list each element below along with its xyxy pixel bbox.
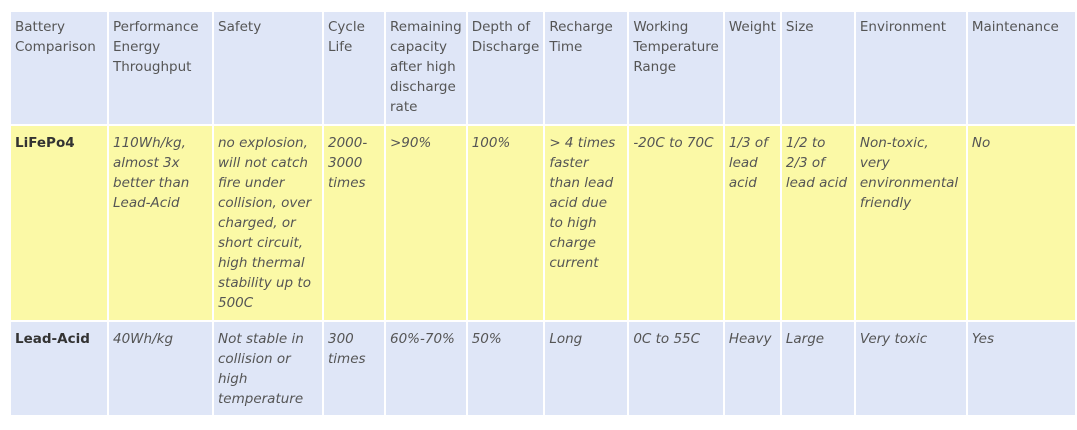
header-cell-weight: Weight [724,12,780,124]
cell-lifepo4-remaining-capacity: >90% [386,126,466,320]
header-cell-performance: Performance Energy Throughput [109,12,212,124]
cell-lead-acid-maintenance: Yes [967,322,1075,415]
battery-comparison-table: Battery Comparison Performance Energy Th… [9,10,1077,417]
cell-lead-acid-environment: Very toxic [855,322,966,415]
cell-lifepo4-environment: Non-toxic, very environmental friendly [855,126,966,320]
cell-lead-acid-size: Large [781,322,854,415]
cell-lead-acid-weight: Heavy [724,322,780,415]
cell-lifepo4-maintenance: No [967,126,1075,320]
row-label-lifepo4: LiFePo4 [11,126,107,320]
header-cell-size: Size [781,12,854,124]
cell-lead-acid-safety: Not stable in collision or high temperat… [214,322,322,415]
header-cell-environment: Environment [855,12,966,124]
header-cell-remaining-capacity: Remaining capacity after high discharge … [386,12,466,124]
cell-lead-acid-depth-of-discharge: 50% [467,322,544,415]
cell-lifepo4-performance: 110Wh/kg, almost 3x better than Lead-Aci… [109,126,212,320]
cell-lifepo4-depth-of-discharge: 100% [467,126,544,320]
cell-lead-acid-remaining-capacity: 60%-70% [386,322,466,415]
cell-lifepo4-size: 1/2 to 2/3 of lead acid [781,126,854,320]
cell-lead-acid-cycle-life: 300 times [324,322,384,415]
header-cell-safety: Safety [214,12,322,124]
battery-comparison-table-container: Battery Comparison Performance Energy Th… [9,10,1077,417]
cell-lifepo4-weight: 1/3 of lead acid [724,126,780,320]
header-cell-cycle-life: Cycle Life [324,12,384,124]
header-row: Battery Comparison Performance Energy Th… [11,12,1075,124]
cell-lifepo4-recharge-time: > 4 times faster than lead acid due to h… [545,126,628,320]
row-label-lead-acid: Lead-Acid [11,322,107,415]
header-cell-depth-of-discharge: Depth of Discharge [467,12,544,124]
header-cell-battery-comparison: Battery Comparison [11,12,107,124]
header-cell-maintenance: Maintenance [967,12,1075,124]
cell-lifepo4-cycle-life: 2000-3000 times [324,126,384,320]
cell-lead-acid-recharge-time: Long [545,322,628,415]
cell-lifepo4-safety: no explosion, will not catch fire under … [214,126,322,320]
table-row-lead-acid: Lead-Acid 40Wh/kg Not stable in collisio… [11,322,1075,415]
cell-lead-acid-performance: 40Wh/kg [109,322,212,415]
table-row-lifepo4: LiFePo4 110Wh/kg, almost 3x better than … [11,126,1075,320]
cell-lead-acid-working-temperature: 0C to 55C [629,322,723,415]
header-cell-working-temperature: Working Temperature Range [629,12,723,124]
cell-lifepo4-working-temperature: -20C to 70C [629,126,723,320]
header-cell-recharge-time: Recharge Time [545,12,628,124]
